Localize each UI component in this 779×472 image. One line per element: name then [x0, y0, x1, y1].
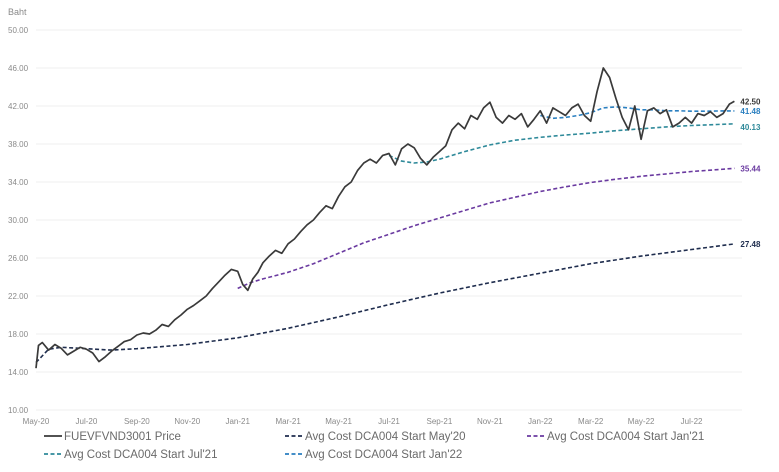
y-tick-label: 46.00 [8, 64, 29, 73]
x-tick-label: Mar-22 [578, 417, 604, 426]
end-label-2: 35.44 [740, 164, 761, 173]
x-tick-label: Jan-22 [528, 417, 553, 426]
y-tick-label: 18.00 [8, 330, 29, 339]
legend-label-3: Avg Cost DCA004 Start Jul'21 [64, 449, 217, 461]
end-label-1: 27.48 [740, 240, 761, 249]
y-tick-label: 22.00 [8, 292, 29, 301]
x-tick-label: Sep-20 [124, 417, 150, 426]
x-tick-label: Nov-20 [174, 417, 200, 426]
x-tick-label: Mar-21 [275, 417, 301, 426]
end-label-4: 41.48 [740, 107, 761, 116]
x-tick-label: May-22 [628, 417, 655, 426]
legend-label-1: Avg Cost DCA004 Start May'20 [305, 431, 466, 443]
legend-label-2: Avg Cost DCA004 Start Jan'21 [547, 431, 704, 443]
x-tick-label: May-20 [23, 417, 50, 426]
series-lines [35, 67, 735, 369]
x-tick-label: May-21 [325, 417, 352, 426]
y-axis-label: Baht [8, 7, 27, 17]
y-tick-label: 14.00 [8, 368, 29, 377]
end-label-0: 42.50 [740, 97, 761, 106]
y-axis-ticks: 10.00 14.00 18.00 22.00 26.00 30.00 34.00 38.00… [8, 26, 29, 415]
x-tick-label: Nov-21 [477, 417, 503, 426]
y-tick-label: 50.00 [8, 26, 29, 35]
y-tick-label: 38.00 [8, 140, 29, 149]
x-tick-label: Jul-21 [378, 417, 400, 426]
x-tick-label: Jul-20 [76, 417, 98, 426]
x-axis-ticks: May-20 Jul-20 Sep-20 Nov-20 Jan-21 Mar-21 May-… [23, 417, 703, 426]
x-tick-label: Jan-21 [225, 417, 250, 426]
legend-label-4: Avg Cost DCA004 Start Jan'22 [305, 449, 462, 461]
x-tick-label: Jul-22 [681, 417, 703, 426]
series-line-2 [237, 167, 735, 290]
series-line-0 [35, 67, 735, 369]
y-tick-label: 34.00 [8, 178, 29, 187]
y-tick-label: 10.00 [8, 406, 29, 415]
end-labels: 42.50 27.48 35.44 40.13 41.48 [740, 97, 761, 249]
gridlines [36, 29, 742, 411]
x-tick-label: Sep-21 [427, 417, 453, 426]
series-line-1 [35, 243, 735, 364]
y-tick-label: 30.00 [8, 216, 29, 225]
legend: FUEVFVND3001 Price Avg Cost DCA004 Start … [44, 431, 704, 461]
series-line-3 [388, 123, 735, 164]
y-tick-label: 26.00 [8, 254, 29, 263]
end-label-3: 40.13 [740, 123, 761, 132]
legend-label-0: FUEVFVND3001 Price [64, 431, 181, 443]
series-line-4 [540, 106, 735, 120]
y-tick-label: 42.00 [8, 102, 29, 111]
